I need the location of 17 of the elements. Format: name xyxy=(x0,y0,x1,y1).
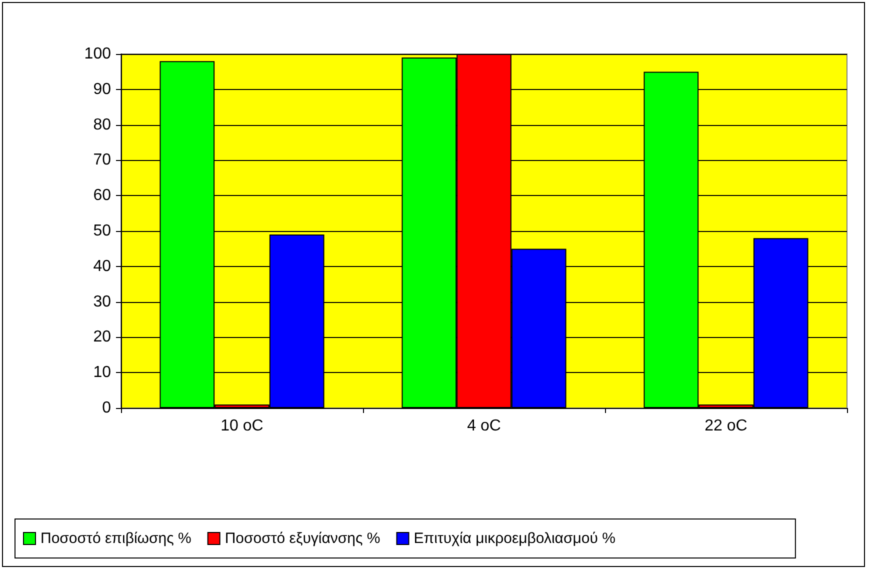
y-tick-label: 10 xyxy=(93,364,112,382)
legend-label: Ποσοστό επιβίωσης % xyxy=(40,530,192,547)
x-tick-label: 22 oC xyxy=(704,418,748,434)
y-tick-label: 90 xyxy=(93,80,112,98)
y-tick-label: 30 xyxy=(93,293,112,310)
y-tick-label: 80 xyxy=(93,116,112,134)
y-tick-label: 60 xyxy=(93,187,112,204)
legend-label: Ποσοστό εξυγίανσης % xyxy=(224,530,380,547)
y-tick-label: 0 xyxy=(102,400,112,416)
x-tick-label: 4 oC xyxy=(467,418,501,434)
y-tick-label: 70 xyxy=(93,152,112,169)
y-tick-label: 100 xyxy=(84,46,112,62)
y-tick-label: 40 xyxy=(93,258,112,275)
y-tick-label: 50 xyxy=(93,222,112,240)
x-tick-label: 10 oC xyxy=(220,418,264,434)
legend-label: Επιτυχία μικροεμβολιασμού % xyxy=(414,530,616,547)
y-tick-label: 20 xyxy=(93,328,112,346)
